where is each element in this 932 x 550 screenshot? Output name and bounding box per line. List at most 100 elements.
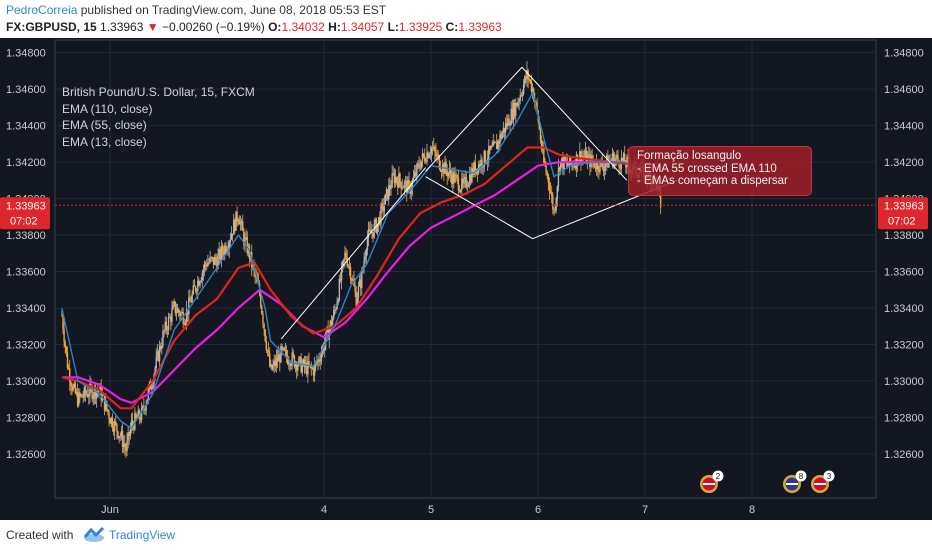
chart-area[interactable]: 1.34800 1.34800 1.34600 1.34600 1.34400 1.344… bbox=[0, 38, 932, 520]
candle-body bbox=[622, 153, 625, 161]
ema110-line[interactable] bbox=[61, 160, 662, 404]
candle-body bbox=[97, 391, 99, 392]
price-chart[interactable]: 1.34800 1.34800 1.34600 1.34600 1.34400 1.344… bbox=[0, 38, 932, 520]
candle-body bbox=[352, 279, 354, 281]
candle-body bbox=[106, 400, 108, 410]
candle-body bbox=[507, 118, 509, 127]
x-tick-label: 4 bbox=[321, 504, 327, 516]
candle-body bbox=[267, 350, 270, 354]
candle-body bbox=[74, 383, 77, 394]
annotation-note[interactable]: Formação losangulo - EMA 55 crossed EMA … bbox=[628, 146, 812, 196]
candle-body bbox=[610, 160, 612, 162]
candle-body bbox=[271, 364, 273, 370]
candle-body bbox=[243, 231, 245, 246]
legend-ema110[interactable]: EMA (110, close) bbox=[62, 101, 153, 116]
candle-body bbox=[529, 79, 532, 81]
candle-body bbox=[122, 443, 125, 447]
candle-body bbox=[603, 166, 606, 172]
candle-body bbox=[559, 161, 562, 170]
pattern-line[interactable] bbox=[280, 167, 427, 340]
candle-body bbox=[120, 430, 123, 436]
candle-body bbox=[392, 173, 394, 175]
candle-body bbox=[504, 123, 507, 133]
publish-info: PedroCorreia published on TradingView.co… bbox=[6, 3, 386, 17]
candle-body bbox=[377, 217, 380, 224]
author-link[interactable]: PedroCorreia bbox=[6, 3, 78, 17]
candle-body bbox=[317, 359, 319, 363]
candle-body bbox=[212, 257, 215, 265]
y-tick-label: 1.34800 bbox=[6, 48, 46, 60]
candle-body bbox=[192, 285, 194, 294]
candle-body bbox=[237, 219, 239, 222]
candle-body bbox=[582, 155, 584, 157]
y-tick-label: 1.34600 bbox=[884, 84, 924, 96]
price-tag-value: 1.33963 bbox=[6, 200, 46, 212]
legend-ema55[interactable]: EMA (55, close) bbox=[62, 118, 147, 132]
candle-body bbox=[73, 383, 75, 387]
candle-body bbox=[399, 173, 401, 182]
candle-body bbox=[201, 272, 203, 281]
ema13-line[interactable] bbox=[61, 92, 662, 429]
candle-body bbox=[463, 178, 465, 184]
y-tick-label: 1.32600 bbox=[6, 449, 46, 461]
candle-body bbox=[162, 330, 164, 346]
candle-body bbox=[395, 177, 398, 182]
event-count-badge bbox=[795, 470, 807, 482]
legend-ema13[interactable]: EMA (13, close) bbox=[62, 134, 147, 149]
candle-body bbox=[439, 168, 442, 171]
candle-body bbox=[91, 387, 93, 400]
candle-body bbox=[617, 155, 619, 161]
y-tick-label: 1.34200 bbox=[6, 157, 46, 169]
candle-body bbox=[593, 162, 596, 167]
candle-body bbox=[291, 352, 293, 365]
candle-body bbox=[447, 172, 450, 177]
candle-body bbox=[536, 102, 538, 111]
flag-stripe bbox=[703, 483, 715, 485]
candle-body bbox=[585, 150, 588, 164]
price-tag-time: 07:02 bbox=[888, 215, 916, 227]
tradingview-logo-icon[interactable] bbox=[82, 525, 106, 543]
y-tick-label: 1.34800 bbox=[884, 48, 924, 60]
candle-body bbox=[608, 160, 610, 168]
candle-body bbox=[158, 345, 161, 361]
pattern-line[interactable] bbox=[521, 66, 628, 181]
candle-body bbox=[218, 249, 220, 256]
candle-body bbox=[220, 246, 223, 260]
candle-body bbox=[489, 146, 491, 150]
candle-body bbox=[331, 318, 334, 325]
pattern-line[interactable] bbox=[425, 66, 523, 172]
candle-body bbox=[233, 219, 235, 235]
candle-body bbox=[308, 361, 310, 366]
candle-body bbox=[367, 229, 370, 239]
candle-body bbox=[222, 252, 225, 255]
x-tick-label: 6 bbox=[535, 504, 541, 516]
y-tick-label: 1.33400 bbox=[884, 303, 924, 315]
candle-body bbox=[82, 396, 84, 398]
candle-body bbox=[72, 386, 74, 391]
candle-body bbox=[474, 162, 476, 174]
candle-body bbox=[531, 88, 534, 92]
candle-body bbox=[121, 430, 124, 447]
candle-body bbox=[583, 156, 585, 158]
candle-body bbox=[535, 102, 537, 104]
candle-body bbox=[349, 266, 352, 280]
tradingview-brand[interactable]: TradingView bbox=[109, 528, 176, 542]
candle-body bbox=[285, 350, 288, 357]
candle-body bbox=[235, 211, 237, 231]
candle-body bbox=[221, 246, 224, 253]
candle-body bbox=[145, 404, 147, 411]
candle-body bbox=[564, 156, 566, 162]
candle-body bbox=[549, 191, 552, 193]
candle-body bbox=[602, 167, 605, 172]
candle-body bbox=[357, 286, 360, 299]
candle-body bbox=[508, 118, 510, 126]
candle-body bbox=[594, 166, 597, 169]
candle-body bbox=[550, 192, 553, 196]
candle-body bbox=[440, 170, 443, 172]
candle-body bbox=[557, 167, 560, 187]
pattern-line[interactable] bbox=[425, 176, 533, 240]
candle-body bbox=[476, 168, 479, 174]
candle-body bbox=[368, 229, 371, 230]
candle-body bbox=[288, 363, 290, 365]
candle-body bbox=[356, 298, 359, 307]
